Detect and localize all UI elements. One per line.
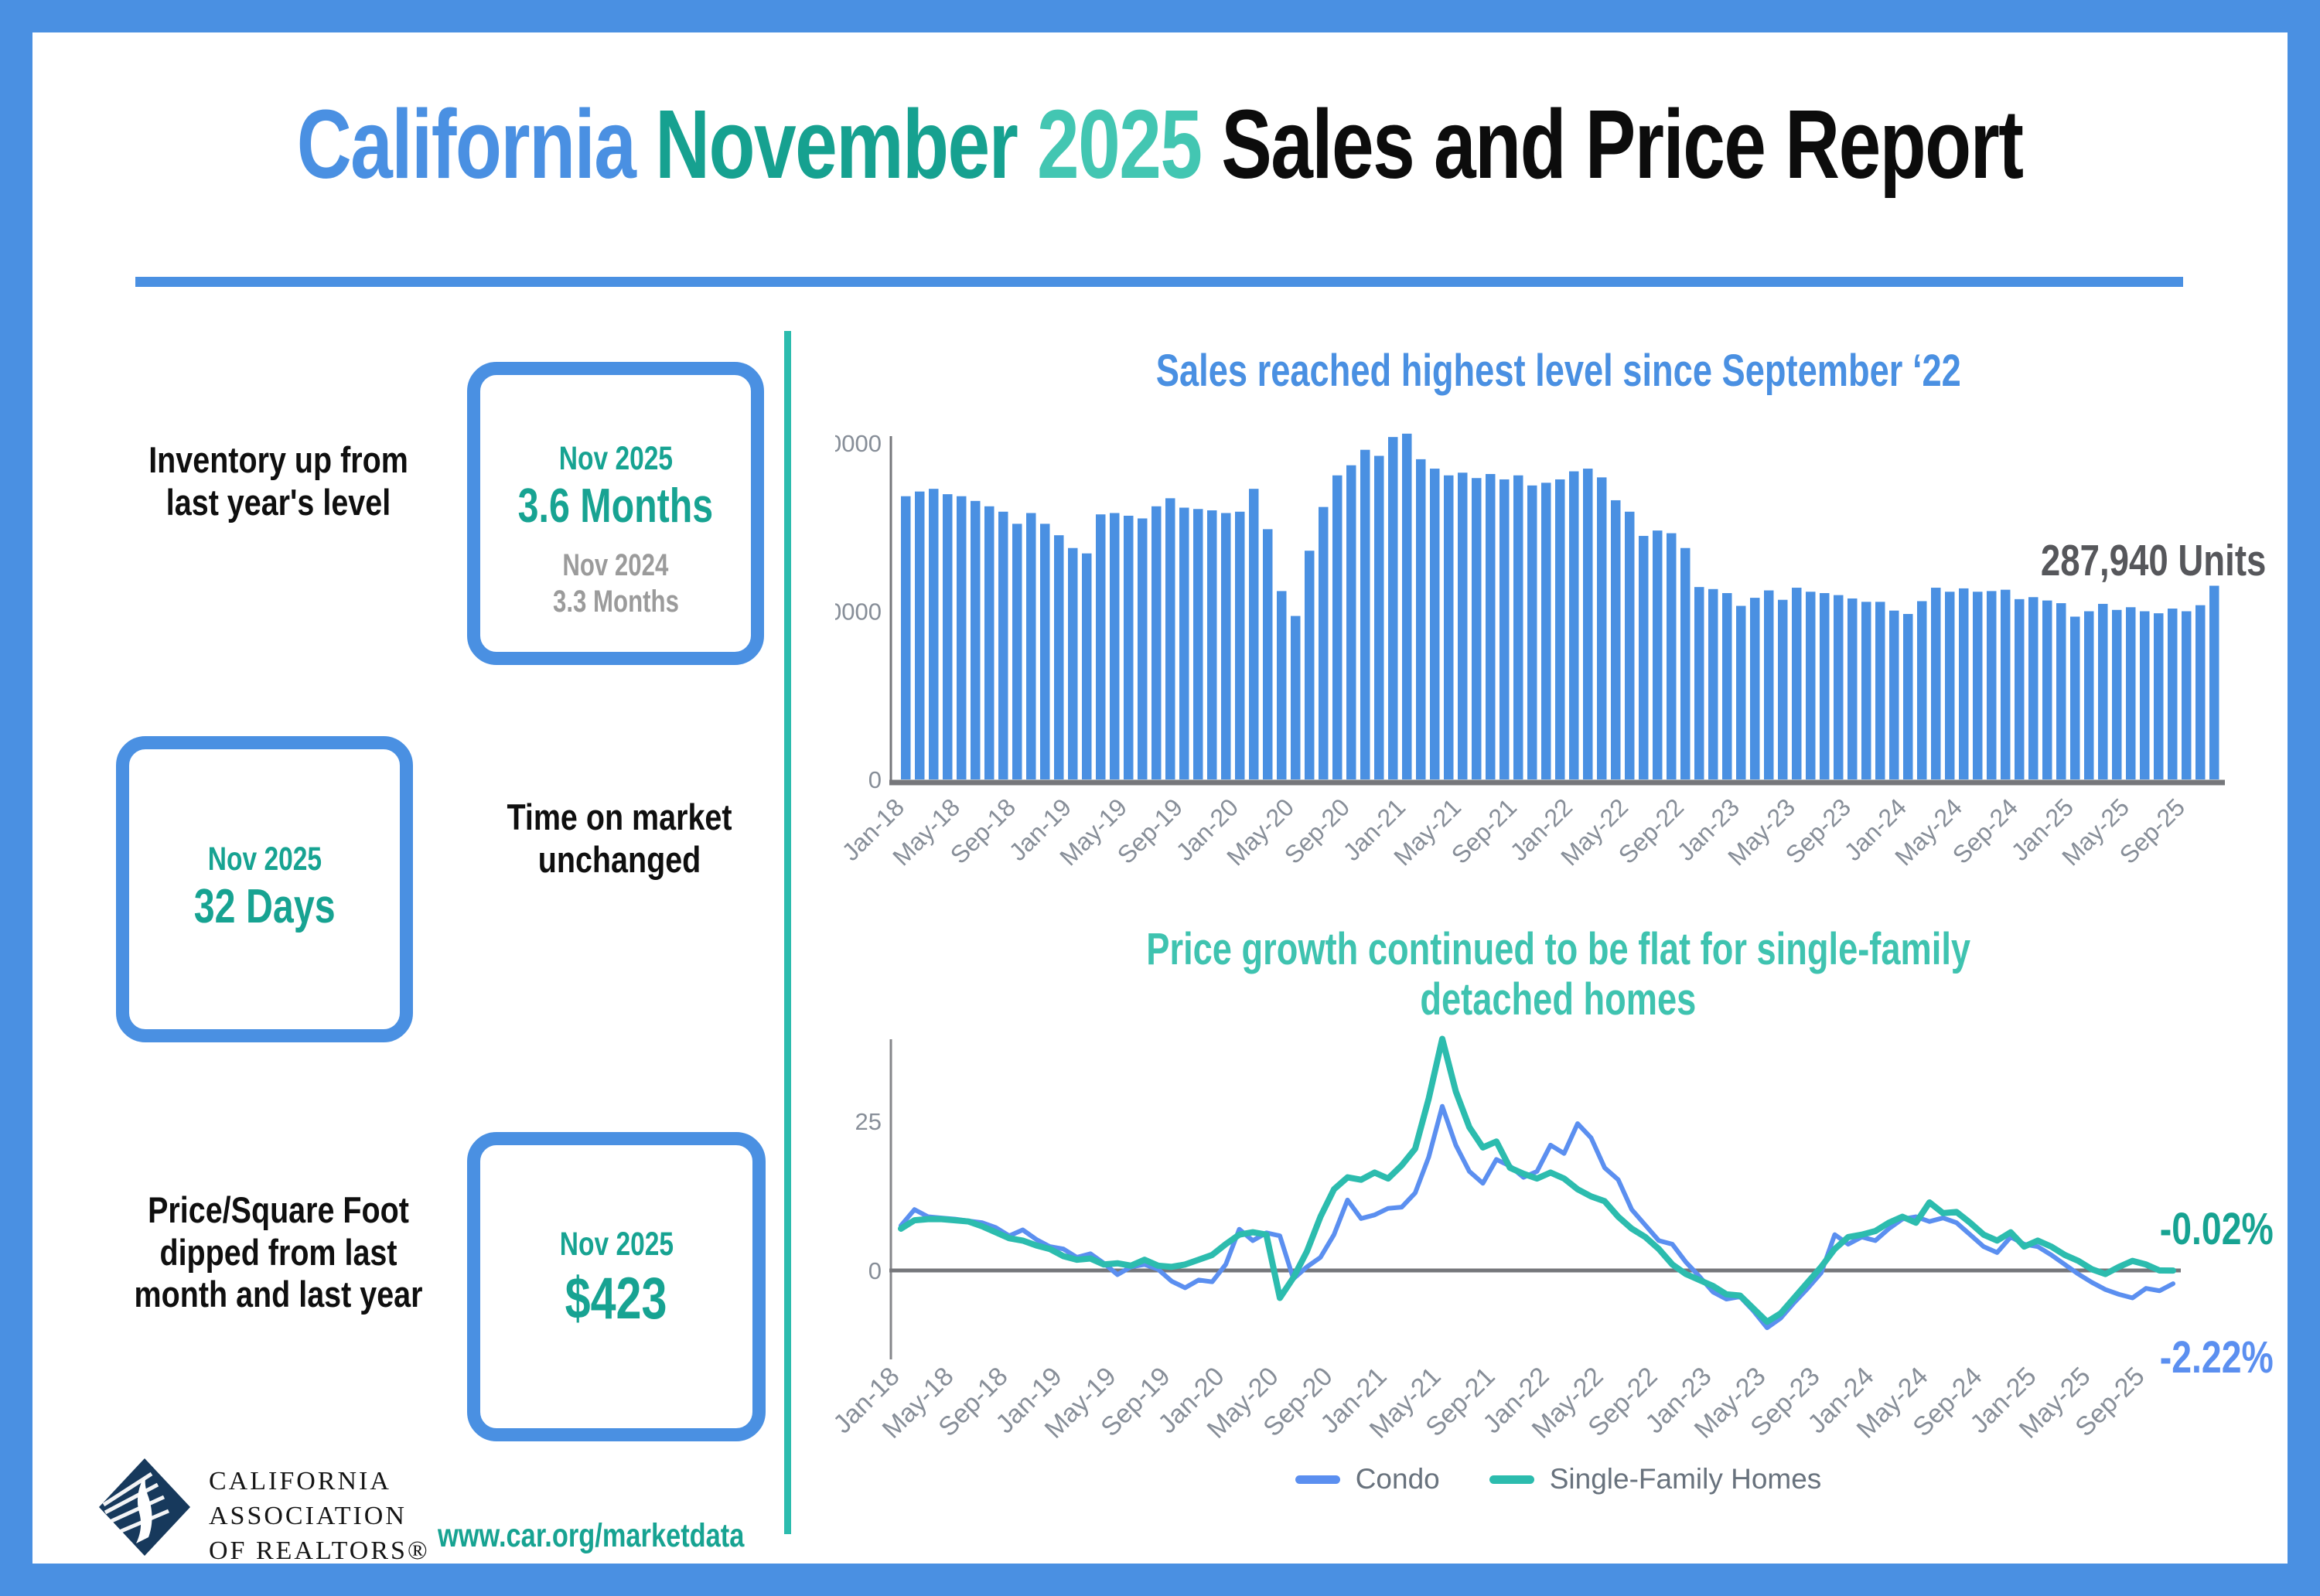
inventory-prev-value: 3.3 Months	[552, 584, 679, 619]
car-logo-text: CALIFORNIA ASSOCIATION OF REALTORS®	[209, 1457, 430, 1569]
vertical-divider	[784, 331, 791, 1534]
svg-text:0: 0	[868, 766, 882, 793]
inventory-value: 3.6 Months	[517, 479, 714, 534]
stat-label-time-on-market: Time on market unchanged	[507, 796, 732, 880]
inventory-period: Nov 2025	[558, 440, 673, 477]
condo-line-swatch	[1295, 1475, 1340, 1484]
legend-item-condo: Condo	[1295, 1463, 1440, 1495]
line-chart-legend: Condo Single-Family Homes	[851, 1463, 2266, 1495]
sfh-legend-label: Single-Family Homes	[1549, 1463, 1822, 1495]
svg-text:25: 25	[855, 1108, 882, 1135]
legend-item-sfh: Single-Family Homes	[1489, 1463, 1822, 1495]
sfh-end-label: -0.02%	[2159, 1204, 2274, 1254]
title-year: 2025	[1037, 90, 1203, 199]
svg-text:500000: 500000	[835, 430, 882, 457]
sfh-line-swatch	[1489, 1475, 1534, 1484]
logo-line-2: ASSOCIATION	[209, 1501, 407, 1530]
page-title: California November 2025 Sales and Price…	[0, 90, 2320, 199]
svg-text:250000: 250000	[835, 598, 882, 626]
title-california: California	[297, 90, 636, 199]
title-rest: Sales and Price Report	[1221, 90, 2025, 199]
svg-text:0: 0	[868, 1257, 882, 1284]
logo-line-1: CALIFORNIA	[209, 1467, 391, 1495]
logo-line-3: OF REALTORS®	[209, 1536, 430, 1565]
stat-box-inventory: Nov 2025 3.6 Months Nov 2024 3.3 Months	[467, 362, 764, 665]
line-chart-title: Price growth continued to be flat for si…	[1146, 924, 1970, 1025]
condo-legend-label: Condo	[1355, 1463, 1440, 1495]
stat-label-price-sqft: Price/Square Foot dipped from last month…	[134, 1189, 423, 1315]
car-logo: CALIFORNIA ASSOCIATION OF REALTORS®	[97, 1457, 430, 1569]
marketdata-link[interactable]: www.car.org/marketdata	[438, 1517, 745, 1554]
bar-chart-title: Sales reached highest level since Septem…	[1155, 346, 1961, 396]
latest-sales-annotation: 287,940 Units	[2040, 536, 2266, 585]
stat-label-inventory: Inventory up from last year's level	[148, 439, 408, 523]
title-underline	[135, 277, 2183, 287]
inventory-prev-period: Nov 2024	[562, 547, 669, 582]
title-month: November	[655, 90, 1019, 199]
price-growth-line-chart: 250Jan-18May-18Sep-18Jan-19May-19Sep-19J…	[835, 1035, 2181, 1444]
stat-box-time-on-market: Nov 2025 32 Days	[116, 736, 413, 1042]
sales-bar-chart: 0250000500000Jan-18May-18Sep-18Jan-19May…	[835, 430, 2225, 871]
car-logo-icon	[99, 1458, 190, 1556]
stat-box-price-sqft: Nov 2025 $423	[467, 1132, 766, 1441]
tom-period: Nov 2025	[207, 841, 322, 878]
tom-value: 32 Days	[193, 880, 336, 934]
sqft-period: Nov 2025	[559, 1226, 674, 1263]
sqft-value: $423	[565, 1266, 667, 1332]
condo-end-label: -2.22%	[2159, 1332, 2274, 1383]
